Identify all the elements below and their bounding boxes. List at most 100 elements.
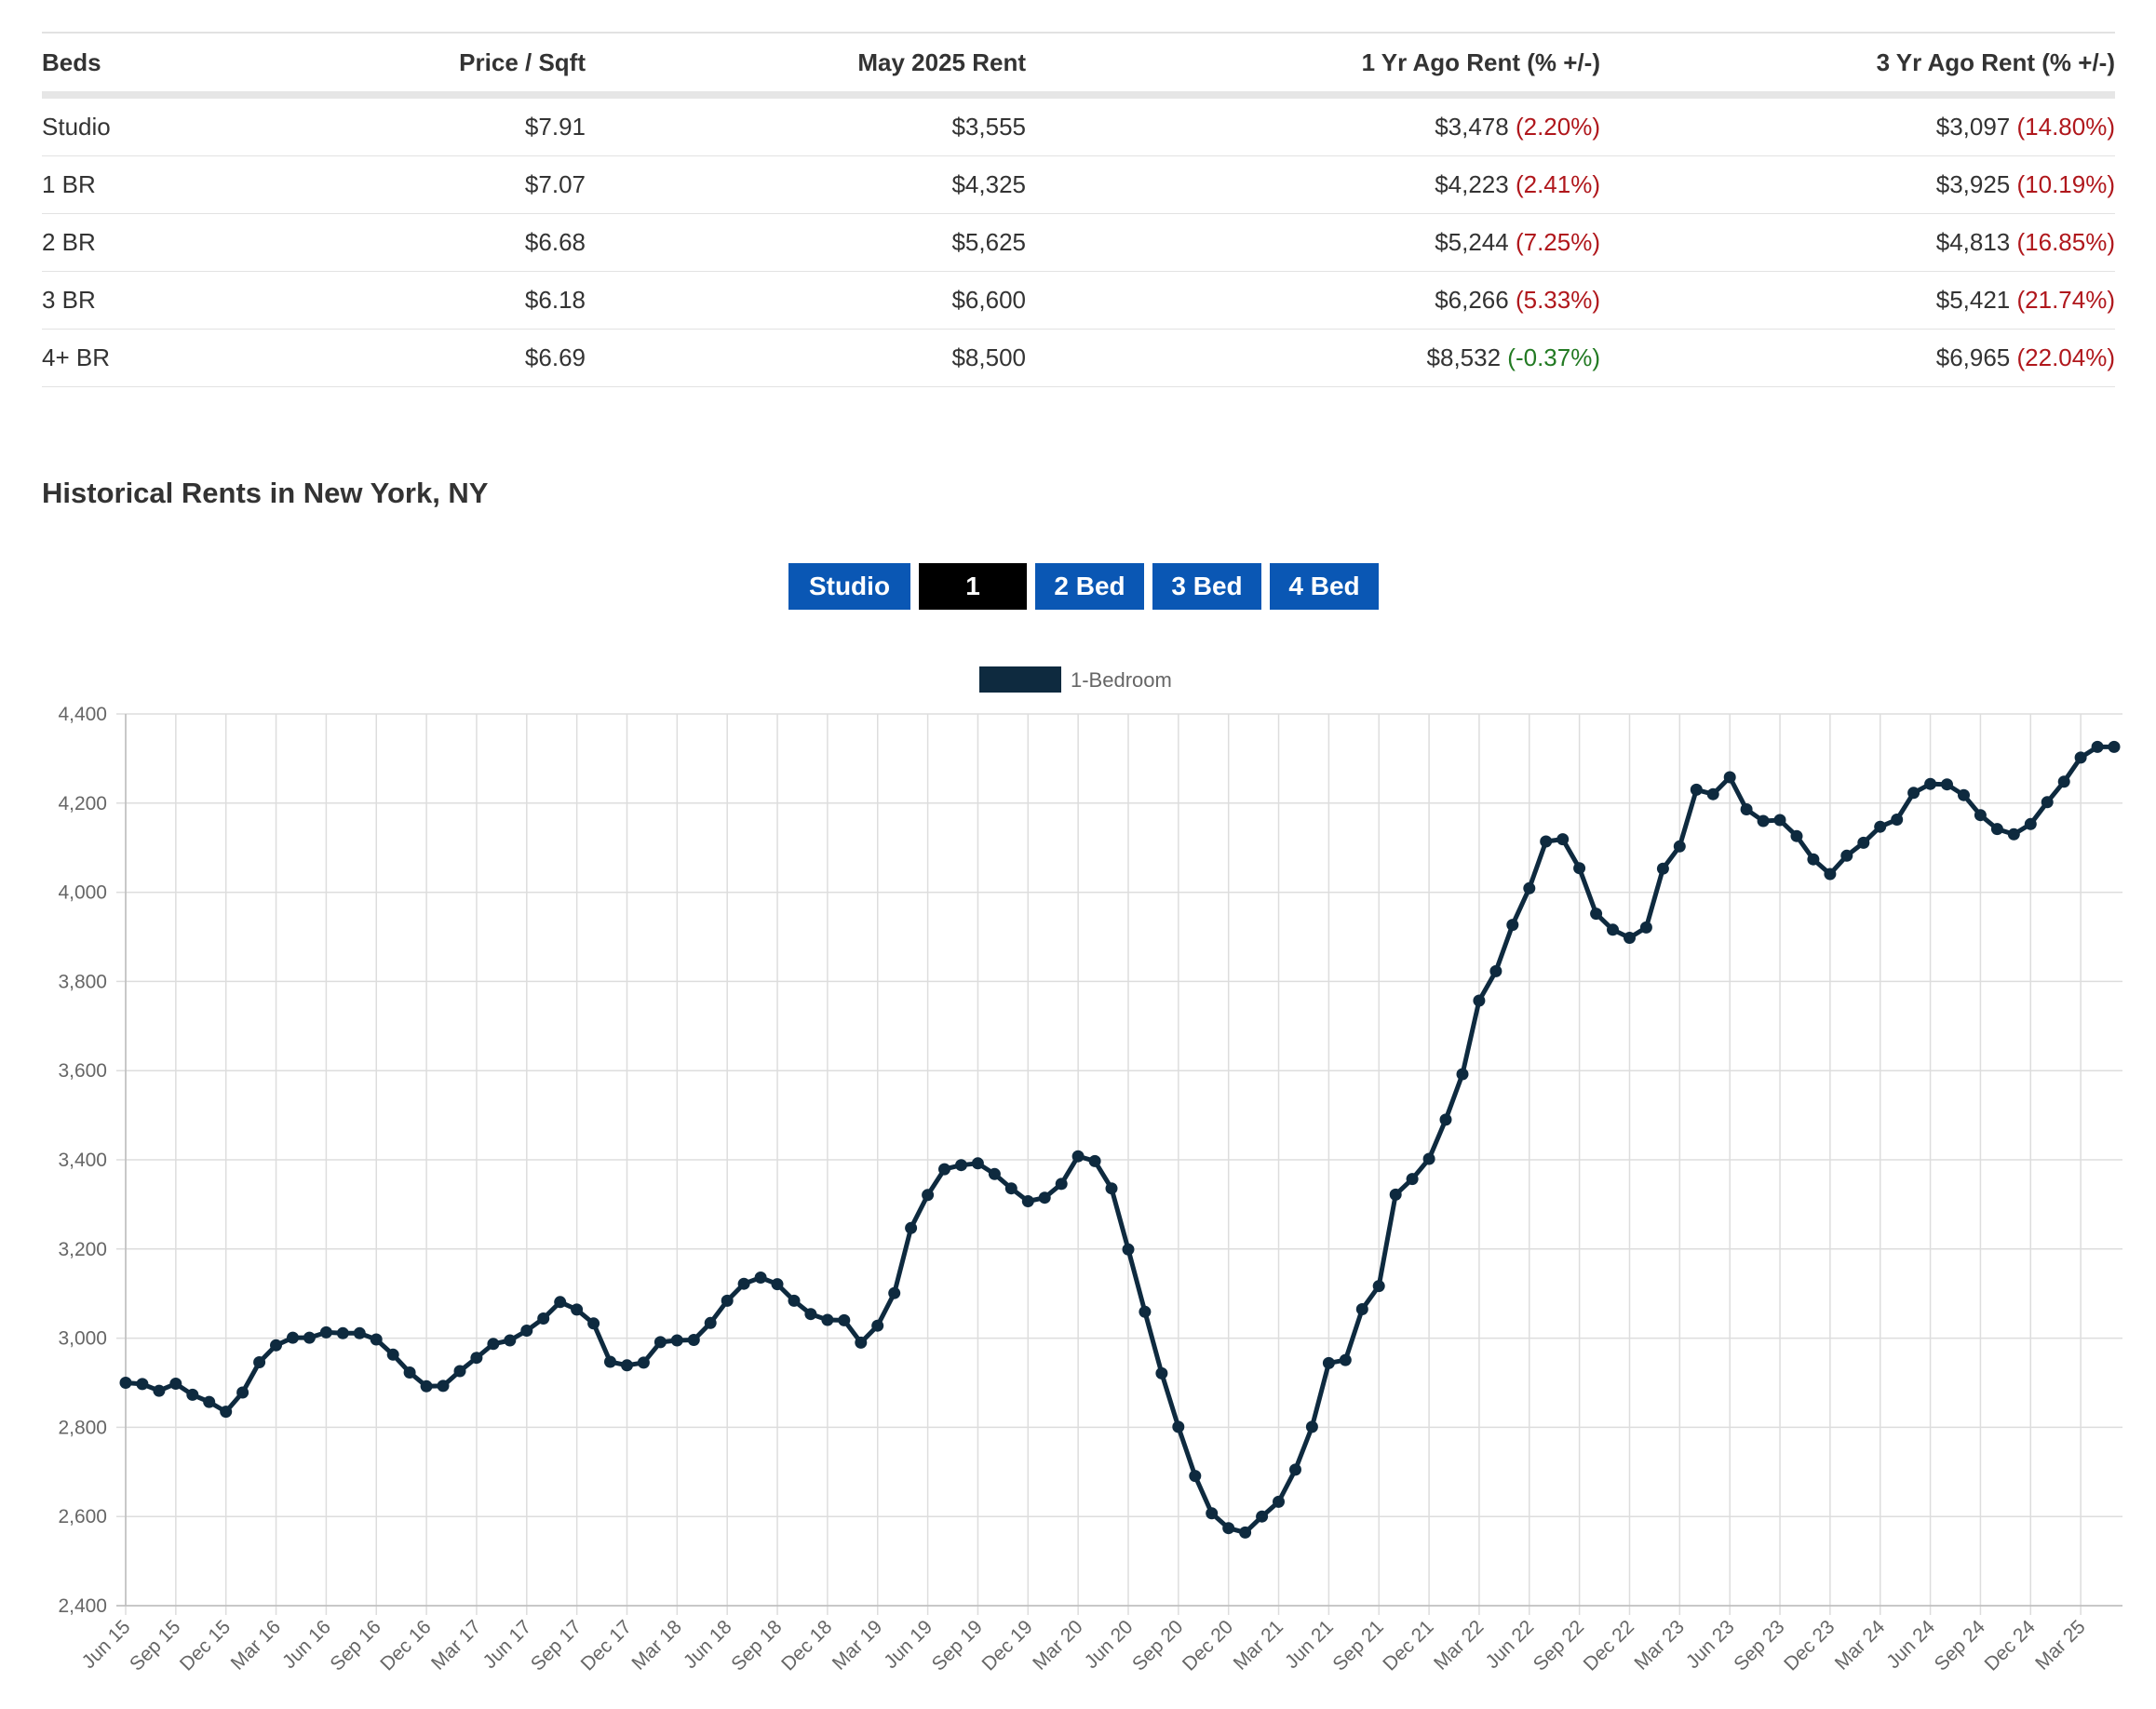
data-point[interactable] bbox=[1740, 803, 1753, 815]
data-point[interactable] bbox=[838, 1313, 851, 1326]
data-point[interactable] bbox=[1941, 778, 1953, 791]
data-point[interactable] bbox=[403, 1366, 416, 1379]
tab-2-bed[interactable]: 2 Bed bbox=[1035, 563, 1144, 610]
data-point[interactable] bbox=[1874, 820, 1887, 833]
data-point[interactable] bbox=[1206, 1507, 1219, 1520]
data-point[interactable] bbox=[737, 1277, 750, 1290]
data-point[interactable] bbox=[871, 1319, 884, 1332]
data-point[interactable] bbox=[1021, 1195, 1034, 1207]
data-point[interactable] bbox=[2057, 775, 2070, 788]
data-point[interactable] bbox=[1289, 1463, 1301, 1476]
data-point[interactable] bbox=[1624, 932, 1636, 944]
data-point[interactable] bbox=[1757, 814, 1770, 828]
data-point[interactable] bbox=[370, 1333, 383, 1346]
data-point[interactable] bbox=[1673, 840, 1686, 853]
data-point[interactable] bbox=[1840, 849, 1853, 862]
data-point[interactable] bbox=[420, 1379, 433, 1393]
data-point[interactable] bbox=[470, 1352, 483, 1365]
data-point[interactable] bbox=[754, 1272, 767, 1284]
data-point[interactable] bbox=[1974, 809, 1987, 822]
data-point[interactable] bbox=[1456, 1068, 1469, 1081]
data-point[interactable] bbox=[988, 1167, 1001, 1180]
data-point[interactable] bbox=[453, 1365, 466, 1378]
data-point[interactable] bbox=[169, 1378, 182, 1390]
tab-studio[interactable]: Studio bbox=[788, 563, 910, 610]
data-point[interactable] bbox=[1990, 823, 2003, 836]
data-point[interactable] bbox=[2091, 740, 2104, 753]
data-point[interactable] bbox=[2007, 828, 2020, 841]
data-point[interactable] bbox=[1055, 1177, 1068, 1191]
data-point[interactable] bbox=[1339, 1353, 1352, 1366]
data-point[interactable] bbox=[1807, 853, 1820, 866]
data-point[interactable] bbox=[186, 1388, 199, 1401]
data-point[interactable] bbox=[721, 1294, 734, 1307]
data-point[interactable] bbox=[1088, 1154, 1101, 1167]
data-point[interactable] bbox=[788, 1294, 801, 1307]
data-point[interactable] bbox=[1489, 964, 1502, 977]
data-point[interactable] bbox=[520, 1325, 533, 1337]
data-point[interactable] bbox=[1706, 787, 1719, 801]
data-point[interactable] bbox=[654, 1336, 667, 1349]
data-point[interactable] bbox=[1389, 1188, 1402, 1201]
data-point[interactable] bbox=[1857, 836, 1870, 849]
data-point[interactable] bbox=[1222, 1522, 1235, 1535]
data-point[interactable] bbox=[1556, 833, 1570, 846]
data-point[interactable] bbox=[287, 1331, 299, 1344]
data-point[interactable] bbox=[1305, 1420, 1318, 1433]
tab-3-bed[interactable]: 3 Bed bbox=[1152, 563, 1261, 610]
data-point[interactable] bbox=[905, 1221, 918, 1234]
data-point[interactable] bbox=[670, 1334, 683, 1347]
data-point[interactable] bbox=[437, 1379, 450, 1393]
data-point[interactable] bbox=[1958, 788, 1970, 801]
data-point[interactable] bbox=[604, 1355, 616, 1368]
data-point[interactable] bbox=[1273, 1495, 1285, 1508]
data-point[interactable] bbox=[1239, 1526, 1252, 1539]
data-point[interactable] bbox=[236, 1386, 249, 1399]
data-point[interactable] bbox=[1004, 1182, 1017, 1195]
data-point[interactable] bbox=[1256, 1510, 1269, 1523]
data-point[interactable] bbox=[1172, 1420, 1185, 1433]
data-point[interactable] bbox=[587, 1317, 600, 1330]
data-point[interactable] bbox=[1790, 829, 1803, 842]
data-point[interactable] bbox=[1473, 994, 1486, 1007]
data-point[interactable] bbox=[2108, 740, 2121, 753]
data-point[interactable] bbox=[554, 1296, 567, 1309]
data-point[interactable] bbox=[2074, 751, 2087, 764]
data-point[interactable] bbox=[1607, 923, 1619, 936]
data-point[interactable] bbox=[1773, 814, 1786, 827]
data-point[interactable] bbox=[971, 1157, 984, 1170]
data-point[interactable] bbox=[1189, 1470, 1202, 1483]
data-point[interactable] bbox=[537, 1312, 550, 1325]
data-point[interactable] bbox=[1105, 1182, 1118, 1195]
tab-1-bed[interactable]: 1 Bed bbox=[919, 563, 1027, 647]
data-point[interactable] bbox=[119, 1377, 132, 1389]
data-point[interactable] bbox=[1723, 771, 1736, 784]
data-point[interactable] bbox=[687, 1334, 700, 1346]
data-point[interactable] bbox=[1907, 787, 1920, 800]
data-point[interactable] bbox=[1122, 1243, 1135, 1256]
tab-4-bed[interactable]: 4 Bed bbox=[1270, 563, 1379, 610]
data-point[interactable] bbox=[1439, 1113, 1452, 1126]
data-point[interactable] bbox=[303, 1331, 316, 1344]
data-point[interactable] bbox=[1639, 921, 1652, 934]
data-point[interactable] bbox=[1038, 1191, 1051, 1204]
data-point[interactable] bbox=[487, 1338, 500, 1351]
data-point[interactable] bbox=[804, 1308, 817, 1321]
data-point[interactable] bbox=[1924, 777, 1937, 790]
data-point[interactable] bbox=[771, 1278, 784, 1291]
data-point[interactable] bbox=[1590, 908, 1603, 921]
data-point[interactable] bbox=[1523, 881, 1536, 895]
data-point[interactable] bbox=[855, 1336, 868, 1349]
data-point[interactable] bbox=[136, 1378, 149, 1391]
data-point[interactable] bbox=[1155, 1366, 1168, 1379]
data-point[interactable] bbox=[637, 1356, 650, 1369]
data-point[interactable] bbox=[2041, 796, 2054, 809]
data-point[interactable] bbox=[1506, 919, 1519, 932]
data-point[interactable] bbox=[203, 1395, 216, 1408]
data-point[interactable] bbox=[2024, 817, 2037, 830]
data-point[interactable] bbox=[821, 1313, 834, 1326]
data-point[interactable] bbox=[386, 1348, 399, 1361]
data-point[interactable] bbox=[621, 1359, 633, 1372]
data-point[interactable] bbox=[504, 1334, 517, 1347]
data-point[interactable] bbox=[922, 1189, 935, 1202]
